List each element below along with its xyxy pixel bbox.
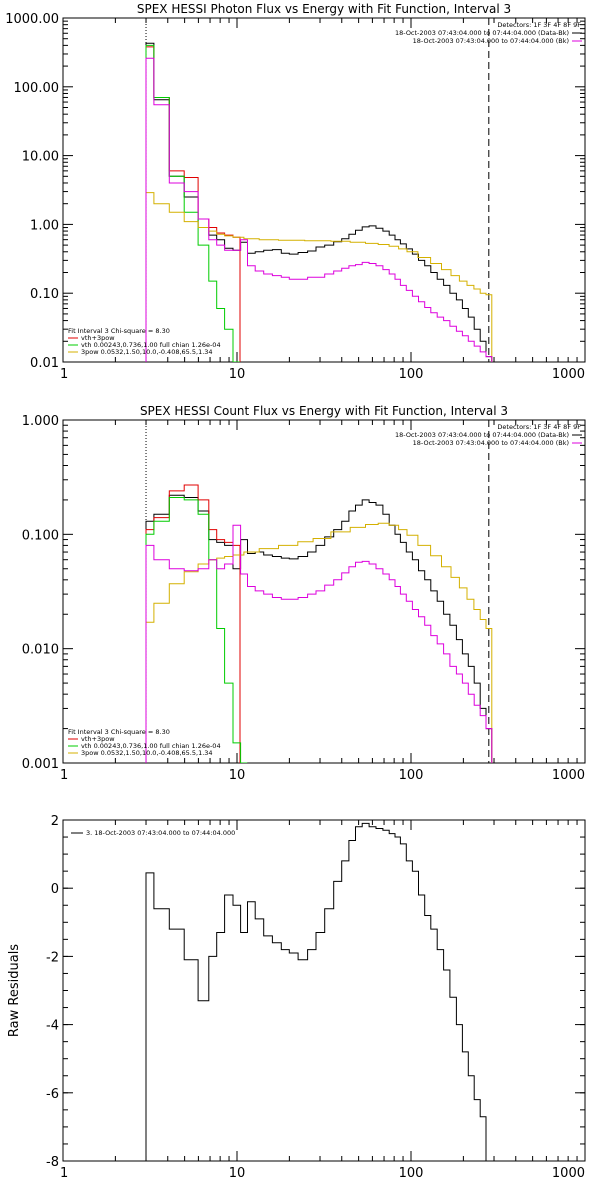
residual-y-tick-label: 0 xyxy=(51,882,59,897)
photon-y-tick-label: 10.00 xyxy=(22,150,59,165)
residual-legend-tl-0: 3. 18-Oct-2003 07:43:04.000 to 07:44:04.… xyxy=(86,829,235,837)
photon-legend-bl-0: Fit Interval 3 Chi-square = 8.30 xyxy=(68,327,170,335)
photon-x-tick-label: 10 xyxy=(229,367,246,382)
count-legend-tr-2: 18-Oct-2003 07:43:04.000 to 07:44:04.000… xyxy=(413,439,569,447)
count-legend-tr-1: 18-Oct-2003 07:43:04.000 to 07:44:04.000… xyxy=(395,431,569,439)
count-title: SPEX HESSI Count Flux vs Energy with Fit… xyxy=(140,404,508,418)
count-y-tick-label: 0.100 xyxy=(22,528,59,543)
count-x-tick-label: 10 xyxy=(229,768,246,783)
count-legend-bl-2: vth 0.00243,0.736,1.00 full chian 1.26e-… xyxy=(81,742,221,750)
photon-x-tick-label: 1000 xyxy=(552,367,585,382)
residual-series-group xyxy=(145,822,492,1161)
count-y-tick-label: 1.000 xyxy=(22,414,59,429)
residual-series-0 xyxy=(145,822,492,1161)
count-x-tick-label: 100 xyxy=(399,768,424,783)
photon-axes-frame xyxy=(62,17,586,363)
count-x-tick-label: 1 xyxy=(60,768,68,783)
count-x-tick-label: 1000 xyxy=(552,768,585,783)
residual-y-axis-label: Raw Residuals xyxy=(7,944,22,1037)
photon-title: SPEX HESSI Photon Flux vs Energy with Fi… xyxy=(137,2,511,16)
residual-x-tick-label: 1000 xyxy=(552,1166,585,1181)
photon-legend-tr-1: 18-Oct-2003 07:43:04.000 to 07:44:04.000… xyxy=(395,29,569,37)
photon-y-tick-label: 100.00 xyxy=(14,81,60,96)
photon-y-tick-label: 0.01 xyxy=(30,356,59,371)
count-legend-bl-0: Fit Interval 3 Chi-square = 8.30 xyxy=(68,728,170,736)
count-legend-bl-1: vth+3pow xyxy=(81,735,115,743)
photon-legend-bl-2: vth 0.00243,0.736,1.00 full chian 1.26e-… xyxy=(81,341,221,349)
residual-y-tick-label: 2 xyxy=(51,814,59,829)
residual-y-tick-label: -8 xyxy=(46,1155,59,1170)
count-series-4 xyxy=(145,524,493,763)
photon-legend-tr-2: 18-Oct-2003 07:43:04.000 to 07:44:04.000… xyxy=(413,37,569,45)
photon-y-tick-label: 0.10 xyxy=(30,287,59,302)
count-plot: SPEX HESSI Count Flux vs Energy with Fit… xyxy=(22,404,586,783)
count-y-tick-label: 0.001 xyxy=(22,757,59,772)
count-series-group xyxy=(145,484,493,763)
photon-y-tick-label: 1.00 xyxy=(30,218,59,233)
residual-y-tick-label: -4 xyxy=(46,1019,59,1034)
photon-x-tick-label: 1 xyxy=(60,367,68,382)
count-axes-frame xyxy=(62,419,586,764)
count-y-tick-label: 0.010 xyxy=(22,643,59,658)
photon-legend-bl-3: 3pow 0.0532,1.50,10.0,-0.408,65.5,1.34 xyxy=(81,348,213,356)
residual-x-tick-label: 1 xyxy=(60,1166,68,1181)
photon-series-4 xyxy=(145,57,493,362)
count-legend-bl-3: 3pow 0.0532,1.50,10.0,-0.408,65.5,1.34 xyxy=(81,749,213,757)
residual-plot: 1 10 100 1000 -8 -6 -4 -2 0 2 Raw Residuals 3. 18-O… xyxy=(7,814,586,1181)
photon-plot: SPEX HESSI Photon Flux vs Energy with Fi… xyxy=(5,2,586,382)
count-legend-tr-0: Detectors: 1F 3F 4F 8F 9F xyxy=(497,423,581,431)
photon-y-tick-label: 1000.00 xyxy=(5,12,59,27)
count-series-0 xyxy=(145,494,493,763)
photon-series-group xyxy=(145,42,493,362)
residual-y-tick-label: -2 xyxy=(46,950,59,965)
count-series-2 xyxy=(145,497,248,763)
photon-series-0 xyxy=(145,42,493,362)
photon-legend-tr-0: Detectors: 1F 3F 4F 8F 9F xyxy=(497,21,581,29)
photon-x-tick-label: 100 xyxy=(399,367,424,382)
residual-x-tick-label: 100 xyxy=(399,1166,424,1181)
residual-y-tick-label: -6 xyxy=(46,1087,59,1102)
count-series-1 xyxy=(145,484,241,763)
photon-series-3 xyxy=(145,192,493,362)
residual-x-tick-label: 10 xyxy=(229,1166,246,1181)
photon-legend-bl-1: vth+3pow xyxy=(81,334,115,342)
